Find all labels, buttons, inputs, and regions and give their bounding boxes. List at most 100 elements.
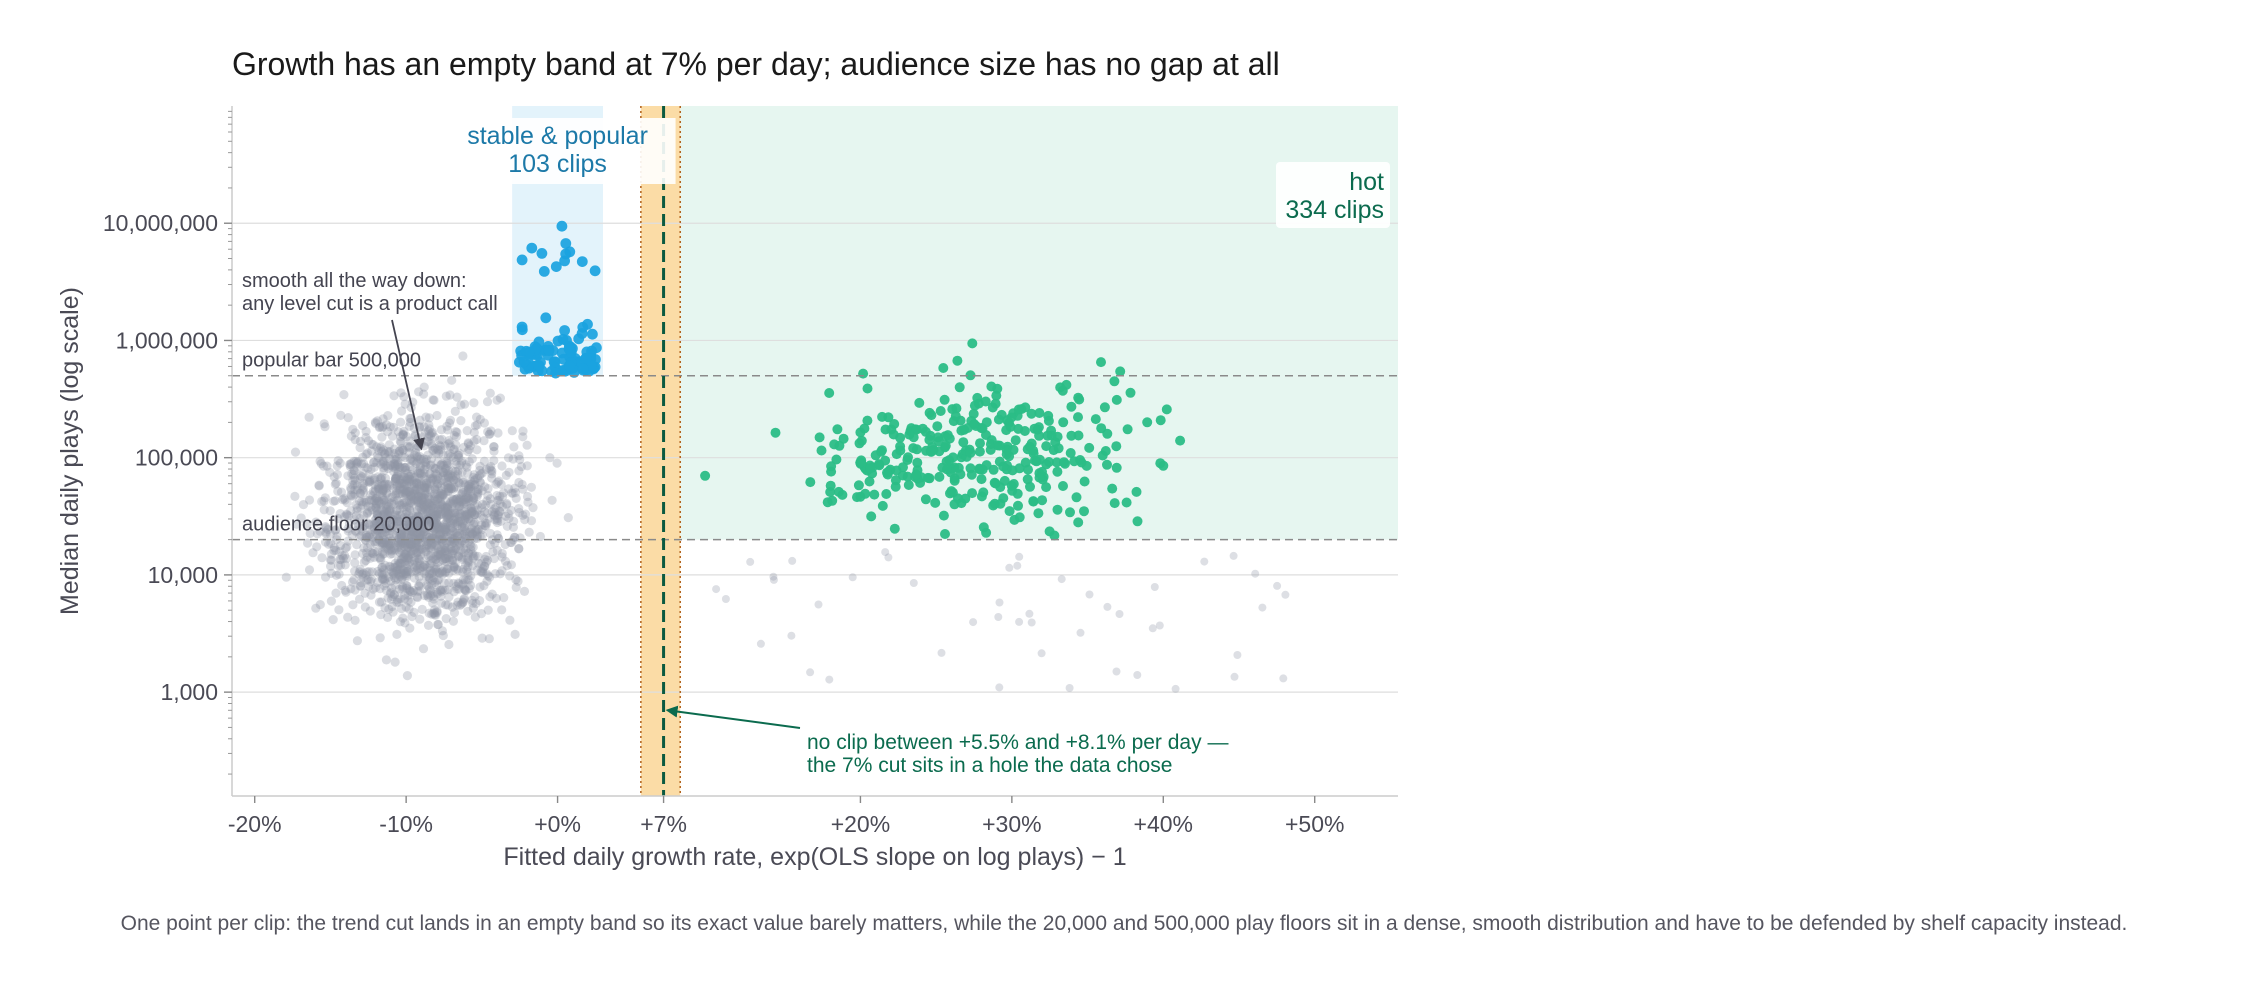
other-point [404,478,415,488]
other-point [445,511,455,521]
other-point [389,444,399,454]
other-point [514,504,524,514]
other-point [377,472,387,482]
other-point [411,472,421,482]
other-point [395,500,405,510]
other-point [491,479,501,489]
other-point [391,464,401,474]
other-point [467,508,477,518]
other-point [419,483,429,493]
other-point [389,510,399,520]
other-point [475,478,486,488]
other-point [418,644,429,654]
other-point [298,500,309,510]
other-point [434,510,444,520]
other-point [392,523,402,533]
other-point [380,479,390,489]
hot-point [956,425,967,436]
other-point [420,490,430,500]
other-point [334,569,344,579]
other-point [443,468,453,478]
other-point [1258,603,1267,612]
other-point [461,489,471,499]
other-point [421,478,432,488]
other-point [421,504,431,515]
other-point [461,534,471,544]
other-point [374,597,385,607]
other-point [369,475,379,485]
other-point [428,598,438,608]
other-point [435,435,445,445]
other-point [563,513,573,523]
other-point [476,567,486,577]
other-point [448,527,458,537]
other-point [440,543,450,554]
other-point [379,456,389,466]
other-point [429,514,439,525]
other-point [400,512,410,523]
other-point [393,460,403,470]
other-point [493,509,503,520]
other-point [474,524,484,535]
hot-point [1031,456,1042,467]
other-point [460,526,471,536]
other-point [403,517,413,527]
other-point [426,460,436,470]
other-point [411,539,422,549]
other-point [384,540,394,551]
other-point [339,493,349,503]
other-point [371,514,381,524]
other-point [442,511,452,521]
other-point [470,551,480,561]
other-point [402,513,412,524]
other-point [383,448,394,458]
other-point [457,553,467,563]
other-point [409,515,419,525]
other-point [389,543,399,553]
other-point [426,500,436,511]
hot-point [877,500,888,511]
other-point [405,490,415,500]
other-point [369,495,379,506]
other-point [402,507,412,517]
other-point [442,511,452,521]
other-point [480,561,490,571]
other-point [449,546,459,556]
other-point [492,515,502,526]
other-point [315,526,325,536]
other-point [349,575,359,585]
other-point [386,576,396,586]
other-point [404,530,414,540]
other-point [414,451,424,461]
x-tick-label: +7% [640,811,687,837]
other-point [433,521,443,531]
other-point [377,568,387,578]
other-point [477,520,487,530]
other-point [430,485,440,495]
smooth-annotation-arrow [391,319,425,451]
other-point [331,478,341,488]
other-point [497,548,507,559]
other-point [407,540,417,550]
hot-point [1049,530,1060,541]
other-point [412,466,422,476]
other-point [350,526,361,536]
other-point [404,558,414,568]
other-point [330,496,340,506]
other-point [769,572,778,581]
other-point [427,539,437,549]
other-point [493,477,503,487]
hot-point [1109,376,1120,387]
other-point [446,523,456,533]
hot-point [700,470,711,481]
other-point [428,554,438,564]
other-point [440,554,450,564]
other-point [465,506,475,516]
other-point [433,534,444,544]
other-point [384,525,395,535]
other-point [431,551,441,561]
other-point [421,479,431,489]
other-point [477,486,487,496]
other-point [437,567,447,577]
other-point [490,507,500,517]
